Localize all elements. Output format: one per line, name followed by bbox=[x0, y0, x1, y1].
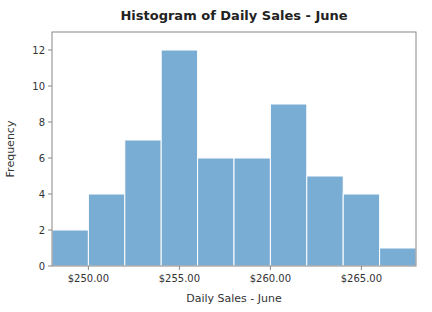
y-tick bbox=[48, 194, 52, 195]
y-tick bbox=[48, 266, 52, 267]
x-tick-label: $255.00 bbox=[159, 273, 200, 284]
bars bbox=[52, 50, 416, 266]
x-tick bbox=[361, 266, 362, 270]
x-tick bbox=[270, 266, 271, 270]
y-tick bbox=[48, 122, 52, 123]
y-tick-label: 4 bbox=[39, 189, 45, 200]
x-tick-label: $250.00 bbox=[68, 273, 109, 284]
chart-svg: $250.00 $255.00 $260.00 $265.00 0 2 4 6 8 10 12 His… bbox=[0, 0, 432, 312]
y-tick-label: 8 bbox=[39, 117, 45, 128]
y-axis-label: Frequency bbox=[4, 120, 17, 177]
histogram-bar bbox=[343, 194, 379, 266]
x-tick-label: $260.00 bbox=[250, 273, 291, 284]
histogram-bar bbox=[270, 104, 306, 266]
chart-container: $250.00 $255.00 $260.00 $265.00 0 2 4 6 8 10 12 His… bbox=[0, 0, 432, 312]
histogram-bar bbox=[161, 50, 197, 266]
y-tick bbox=[48, 230, 52, 231]
histogram-bar bbox=[380, 248, 416, 266]
x-tick bbox=[179, 266, 180, 270]
y-tick bbox=[48, 158, 52, 159]
y-tick-label: 6 bbox=[39, 153, 45, 164]
y-tick-label: 10 bbox=[32, 81, 45, 92]
chart-title: Histogram of Daily Sales - June bbox=[120, 8, 347, 23]
histogram-bar bbox=[125, 140, 161, 266]
x-axis-label: Daily Sales - June bbox=[186, 292, 282, 305]
plot-frame bbox=[52, 32, 416, 266]
histogram-bar bbox=[198, 158, 234, 266]
y-tick bbox=[48, 86, 52, 87]
y-tick-label: 12 bbox=[32, 45, 45, 56]
y-tick bbox=[48, 50, 52, 51]
y-tick-label: 2 bbox=[39, 225, 45, 236]
y-tick-label: 0 bbox=[39, 261, 45, 272]
histogram-bar bbox=[234, 158, 270, 266]
histogram-bar bbox=[307, 176, 343, 266]
x-tick bbox=[88, 266, 89, 270]
histogram-bar bbox=[52, 230, 88, 266]
x-tick-label: $265.00 bbox=[341, 273, 382, 284]
histogram-bar bbox=[88, 194, 124, 266]
